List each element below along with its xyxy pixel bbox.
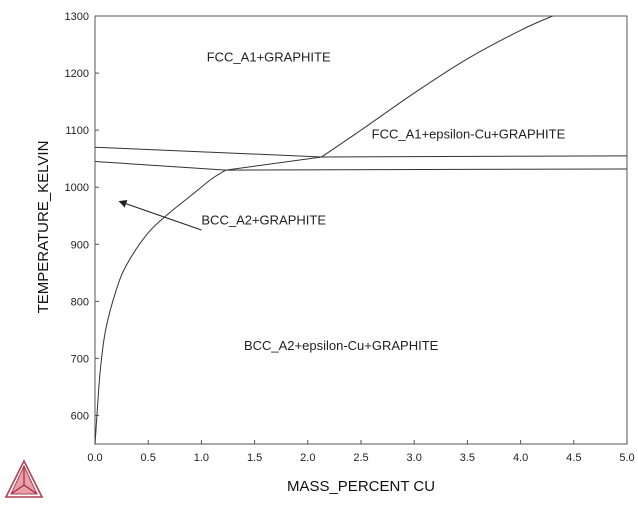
x-tick-label: 1.0 [194, 452, 209, 464]
phase-boundaries [94, 15, 628, 445]
x-tick-label: 3.5 [460, 452, 475, 464]
axes [94, 15, 628, 445]
region-labels: FCC_A1+GRAPHITE FCC_A1+epsilon-Cu+GRAPHIT… [118, 50, 566, 353]
x-tick-label: 3.0 [407, 452, 422, 464]
phase-boundary-line-3 [94, 161, 628, 171]
x-tick-label: 0.5 [141, 452, 156, 464]
x-axis-label: MASS_PERCENT CU [287, 478, 435, 495]
y-tick-label: 1300 [65, 11, 89, 23]
y-tick-label: 600 [71, 410, 89, 422]
x-tick-label: 4.0 [513, 452, 528, 464]
y-tick-label: 800 [71, 296, 89, 308]
x-tick-label: 2.5 [353, 452, 368, 464]
region-label: FCC_A1+GRAPHITE [207, 50, 331, 65]
x-tick-label: 0.0 [87, 452, 102, 464]
region-label: BCC_A2+GRAPHITE [201, 212, 326, 227]
phase-boundary-line-5 [94, 169, 227, 445]
x-tick-label: 4.5 [566, 452, 581, 464]
region-label: BCC_A2+epsilon-Cu+GRAPHITE [244, 338, 439, 353]
y-tick-label: 1200 [65, 68, 89, 80]
x-axis-ticks: 0.0 0.5 1.0 1.5 2.0 2.5 3.0 3.5 4.0 4.5 5.0 [87, 440, 635, 464]
x-tick-label: 5.0 [619, 452, 634, 464]
y-axis-label: TEMPERATURE_KELVIN [35, 141, 52, 314]
y-tick-label: 900 [71, 239, 89, 251]
thermo-calc-logo-icon [4, 459, 44, 498]
phase-boundary-line-2 [94, 146, 628, 158]
phase-boundary-line-1 [321, 15, 553, 158]
region-label: FCC_A1+epsilon-Cu+GRAPHITE [372, 127, 566, 142]
x-tick-label: 2.0 [300, 452, 315, 464]
y-axis-ticks: 600 700 800 900 1000 1100 1200 1300 [65, 11, 99, 422]
plot-frame [94, 15, 628, 445]
region-pointer-arrow [118, 199, 202, 231]
y-tick-label: 1000 [65, 182, 89, 194]
x-tick-label: 1.5 [247, 452, 262, 464]
y-tick-label: 700 [71, 353, 89, 365]
y-tick-label: 1100 [65, 125, 89, 137]
phase-boundary-line-4 [225, 156, 322, 171]
